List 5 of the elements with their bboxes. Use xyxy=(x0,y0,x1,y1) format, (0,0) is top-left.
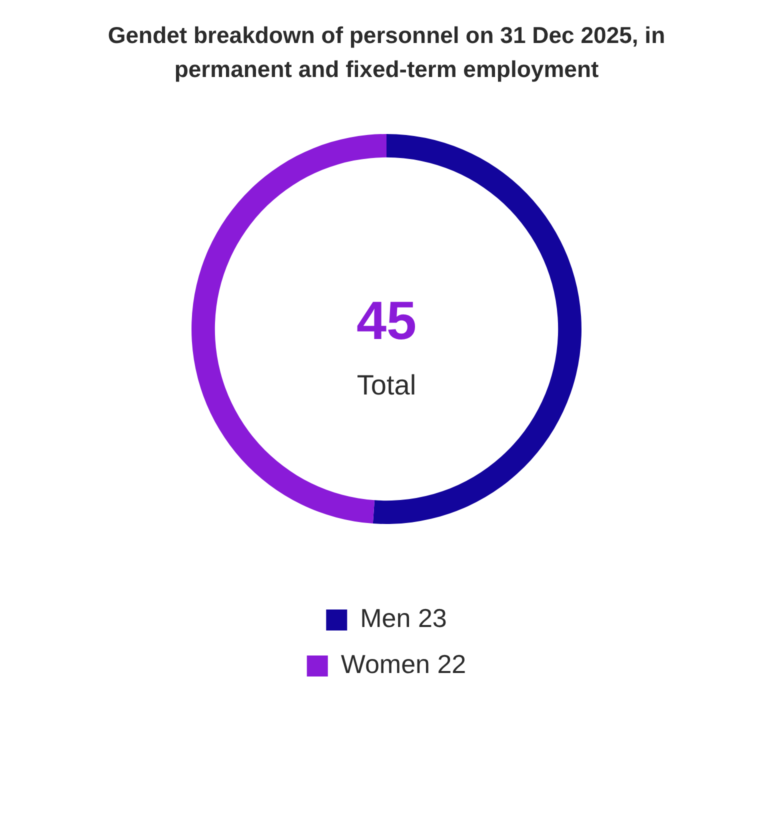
text: Total xyxy=(356,370,416,401)
chart-title: Gendet breakdown of personnel on 31 Dec 2025, in permanent and fixed-term employment xyxy=(106,21,666,84)
legend-label: Women 22 xyxy=(340,649,466,680)
legend-label: Men 23 xyxy=(360,603,447,634)
text: 45 xyxy=(356,290,417,351)
